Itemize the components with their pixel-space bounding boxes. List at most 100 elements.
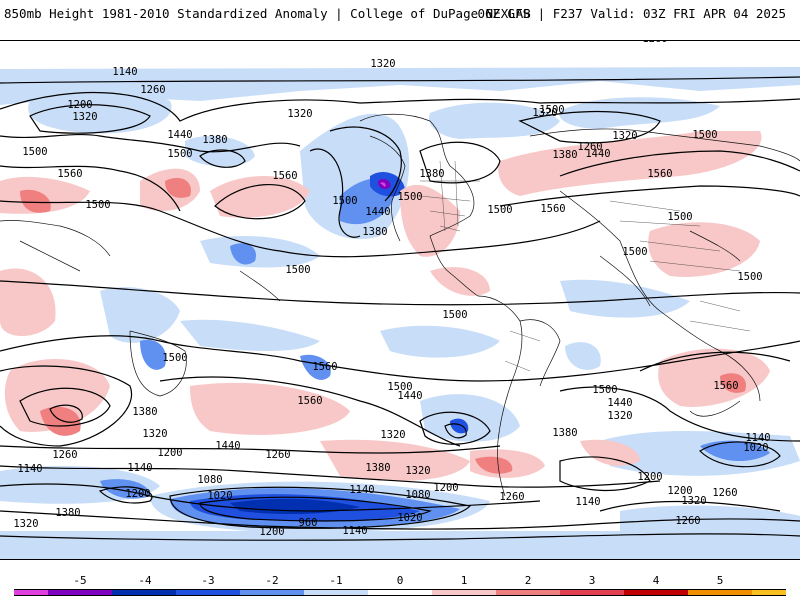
contour-label: 1200 (433, 482, 458, 494)
contour-label: 1260 (577, 141, 602, 153)
contour-label: 1500 (442, 309, 467, 321)
contour-label: 1500 (162, 352, 187, 364)
colorbar-segment (496, 589, 560, 596)
positive-anomaly-areas (0, 131, 770, 481)
contour-label: 1500 (167, 148, 192, 160)
contour-label: 1320 (607, 410, 632, 422)
contour-label: 1320 (405, 465, 430, 477)
contour-label: 1080 (405, 489, 430, 501)
contour-label: 1020 (207, 490, 232, 502)
contour-label: 1500 (487, 204, 512, 216)
negative-anomaly-areas (0, 67, 800, 559)
contour-label: 1560 (713, 380, 738, 392)
colorbar-tick-label: 4 (652, 574, 660, 587)
coastlines (0, 113, 800, 497)
map-canvas: 1260132011401260120013201440150013801560… (0, 41, 800, 559)
anomaly-colorbar: -5 -4 -3 -2 -1 0 1 2 3 4 5 (0, 560, 800, 600)
colorbar-segment (240, 589, 304, 596)
colorbar-segment (624, 589, 688, 596)
contour-label: 1500 (692, 129, 717, 141)
contour-label: 1320 (72, 111, 97, 123)
colorbar-tick-label: -4 (138, 574, 152, 587)
contour-label: 1380 (55, 507, 80, 519)
contour-label: 1380 (132, 406, 157, 418)
contour-label: 1500 (667, 211, 692, 223)
contour-label: 1260 (675, 515, 700, 527)
contour-label: 1320 (681, 495, 706, 507)
colorbar-tick-label: -1 (329, 574, 343, 587)
colorbar-segment (560, 589, 624, 596)
contour-label: 1380 (552, 149, 577, 161)
contour-label: 1020 (743, 442, 768, 454)
contour-label: 1320 (380, 429, 405, 441)
colorbar-tick-label: -3 (201, 574, 215, 587)
contour-label: 1140 (349, 484, 374, 496)
contour-label: 1140 (342, 525, 367, 537)
contour-label: 1560 (272, 170, 297, 182)
contour-label: 1140 (127, 462, 152, 474)
contour-label: 1500 (622, 246, 647, 258)
colorbar-segment (112, 589, 176, 596)
contour-label: 1560 (57, 168, 82, 180)
colorbar-tick-label: -2 (265, 574, 279, 587)
contour-label: 1500 (387, 381, 412, 393)
contour-label: 1260 (499, 491, 524, 503)
colorbar-segment (48, 589, 112, 596)
contour-label: 1320 (370, 58, 395, 70)
colorbar-segment (14, 589, 48, 596)
contour-label: 1500 (285, 264, 310, 276)
contour-label: 1560 (647, 168, 672, 180)
contour-label: 1200 (667, 485, 692, 497)
contour-label: 1320 (13, 518, 38, 530)
contour-label: 1140 (112, 66, 137, 78)
map-title: 850mb Height 1981-2010 Standardized Anom… (4, 6, 531, 21)
contour-label: 1320 (532, 107, 557, 119)
contour-label: 1020 (397, 512, 422, 524)
contour-label: 1500 (539, 104, 564, 116)
contour-label: 1140 (17, 463, 42, 475)
contour-label: 1260 (140, 84, 165, 96)
contour-label: 1320 (142, 428, 167, 440)
anomaly-map: 1260132011401260120013201440150013801560… (0, 40, 800, 560)
contour-label: 1440 (607, 397, 632, 409)
colorbar-tick-label: 3 (588, 574, 596, 587)
colorbar-segment (752, 589, 786, 596)
contour-label: 1200 (637, 471, 662, 483)
contour-label: 1500 (397, 191, 422, 203)
contour-label: 1380 (365, 462, 390, 474)
contour-label: 1260 (712, 487, 737, 499)
contour-label: 1200 (67, 99, 92, 111)
colorbar-tick-label: 1 (460, 574, 468, 587)
colorbar-tick-label: 2 (524, 574, 532, 587)
contour-label: 1380 (419, 168, 444, 180)
contour-label: 1200 (259, 526, 284, 538)
contour-label: 1500 (85, 199, 110, 211)
contour-label: 1440 (397, 390, 422, 402)
contour-label: 1440 (167, 129, 192, 141)
contour-label: 1440 (365, 206, 390, 218)
colorbar-segment (368, 589, 432, 596)
colorbar-segment (304, 589, 368, 596)
contour-label: 1380 (362, 226, 387, 238)
colorbar-segment (688, 589, 752, 596)
contour-label: 1500 (332, 195, 357, 207)
contour-labels: 1260132011401260120013201440150013801560… (13, 41, 770, 538)
colorbar-tick-label: -5 (73, 574, 87, 587)
colorbar-segment (432, 589, 496, 596)
contour-label: 1440 (215, 440, 240, 452)
contour-label: 1200 (125, 488, 150, 500)
contour-label: 1500 (592, 384, 617, 396)
contour-label: 1380 (552, 427, 577, 439)
colorbar-tick-label: 0 (396, 574, 404, 587)
country-borders (419, 160, 751, 372)
contour-label: 1320 (612, 130, 637, 142)
model-run-info: 06Z GFS | F237 Valid: 03Z FRI APR 04 202… (477, 6, 786, 21)
contour-label: 1200 (157, 447, 182, 459)
contour-label: 960 (299, 517, 318, 529)
contour-label: 1440 (585, 148, 610, 160)
contour-label: 1500 (737, 271, 762, 283)
contour-label: 1380 (202, 134, 227, 146)
contour-label: 1560 (540, 203, 565, 215)
contour-label: 1140 (745, 432, 770, 444)
height-contours (0, 76, 800, 541)
